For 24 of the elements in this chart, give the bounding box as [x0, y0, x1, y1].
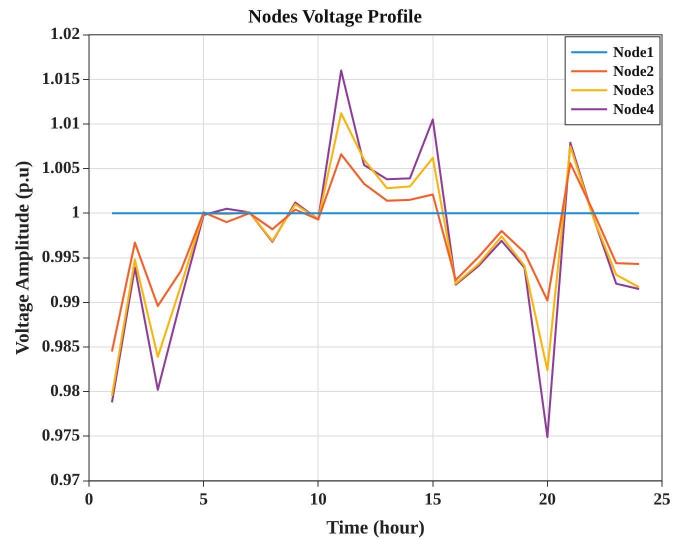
chart-title: Nodes Voltage Profile	[248, 6, 422, 28]
x-tick-label: 25	[654, 489, 670, 508]
legend-label: Node3	[613, 83, 654, 100]
legend-label: Node4	[613, 102, 654, 118]
x-axis-title: Time (hour)	[326, 518, 425, 539]
y-tick-label: 1.01	[50, 113, 80, 132]
x-tick-label: 5	[199, 489, 208, 508]
y-tick-label: 0.985	[42, 336, 80, 356]
y-tick-label: 1	[72, 202, 80, 222]
legend-label: Node1	[613, 45, 654, 62]
y-tick-label: 0.98	[50, 380, 80, 400]
y-tick-label: 1.02	[50, 24, 80, 44]
x-tick-label: 0	[84, 489, 94, 508]
y-axis-title: Voltage Amplitude (p.u)	[12, 160, 34, 355]
y-tick-label: 0.995	[42, 247, 80, 266]
x-tick-label: 20	[538, 489, 556, 508]
y-tick-label: 1.015	[42, 68, 80, 88]
legend-label: Node2	[613, 64, 654, 80]
x-tick-label: 10	[310, 489, 327, 508]
x-tick-label: 15	[424, 489, 442, 508]
y-tick-label: 0.975	[42, 426, 80, 445]
y-tick-label: 1.005	[42, 158, 80, 177]
y-tick-label: 0.99	[50, 292, 80, 311]
y-tick-label: 0.97	[50, 470, 81, 490]
